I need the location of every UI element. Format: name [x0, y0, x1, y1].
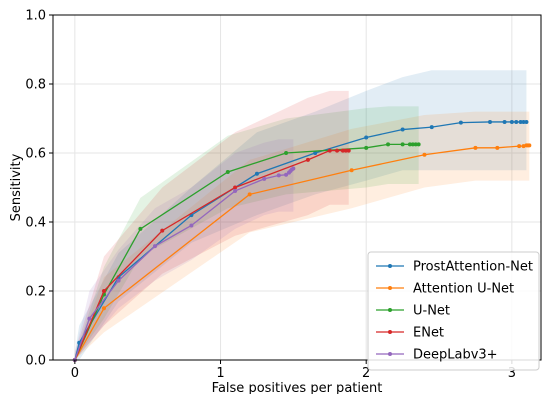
y-tick-label: 0.4 — [25, 216, 46, 231]
legend-swatch-marker — [388, 308, 392, 312]
legend-swatch-marker — [388, 264, 392, 268]
data-point — [517, 144, 522, 149]
data-point — [514, 119, 519, 124]
data-point — [364, 145, 369, 150]
data-point — [327, 148, 332, 153]
data-point — [495, 145, 500, 150]
data-point — [189, 223, 194, 228]
data-point — [254, 171, 259, 176]
data-point — [413, 142, 418, 147]
data-point — [527, 143, 532, 148]
data-point — [116, 278, 121, 283]
data-point — [509, 119, 514, 124]
data-point — [458, 120, 463, 125]
confidence-band-1 — [74, 111, 530, 360]
data-point — [87, 316, 92, 321]
y-tick-label: 0.0 — [25, 354, 46, 369]
data-point — [138, 226, 143, 231]
series-lines — [72, 119, 532, 362]
data-point — [335, 148, 340, 153]
confidence-band-3 — [74, 90, 349, 361]
x-axis-label: False positives per patient — [212, 381, 383, 394]
data-point — [410, 142, 415, 147]
data-point — [502, 119, 507, 124]
data-point — [262, 176, 267, 181]
data-point — [276, 173, 281, 178]
y-tick-label: 0.8 — [25, 78, 46, 93]
legend: ProstAttention-Net Attention U-Net U-Net EN… — [367, 251, 540, 371]
data-point — [284, 151, 289, 155]
data-point — [429, 125, 434, 130]
y-tick-label: 0.2 — [25, 285, 46, 300]
legend-label: ProstAttention-Net — [413, 260, 533, 275]
legend-swatch-marker — [388, 286, 392, 290]
legend-box — [367, 251, 540, 371]
data-point — [518, 119, 523, 124]
confidence-band-2 — [74, 106, 419, 360]
legend-swatch-marker — [388, 330, 392, 334]
data-point — [416, 142, 421, 147]
legend-label: DeepLabv3+ — [413, 348, 498, 363]
data-point — [160, 228, 165, 233]
axis-ticks: 0 1 2 3 0.0 0.2 0.4 0.6 0.8 1.0 — [25, 9, 516, 382]
data-point — [400, 142, 405, 147]
legend-label: Attention U-Net — [413, 282, 514, 297]
y-tick-label: 1.0 — [25, 9, 46, 24]
data-point — [422, 152, 427, 157]
data-point — [473, 145, 478, 150]
data-point — [488, 119, 493, 124]
data-point — [521, 119, 526, 124]
data-point — [225, 169, 230, 174]
data-point — [305, 157, 310, 162]
data-point — [343, 148, 348, 153]
data-point — [340, 148, 345, 153]
x-tick-label: 0 — [71, 366, 79, 381]
data-point — [364, 135, 369, 140]
x-tick-label: 1 — [216, 366, 224, 381]
confidence-band-4 — [74, 139, 294, 360]
y-tick-label: 0.6 — [25, 147, 46, 162]
data-point — [291, 166, 296, 171]
legend-label: U-Net — [413, 304, 450, 319]
data-point — [386, 142, 391, 147]
data-point — [524, 119, 529, 124]
data-point — [152, 244, 157, 249]
data-point — [407, 142, 412, 147]
data-point — [247, 192, 252, 197]
x-tick-label: 3 — [508, 366, 516, 381]
legend-swatch-marker — [388, 352, 392, 356]
data-point — [233, 185, 238, 190]
plot-frame — [52, 14, 542, 361]
data-point — [101, 306, 106, 311]
x-tick-label: 2 — [362, 366, 370, 381]
data-point — [400, 127, 405, 132]
data-point — [349, 168, 354, 173]
y-axis-label: Sensitivity — [9, 153, 24, 221]
data-point — [313, 151, 318, 155]
data-point — [233, 188, 238, 193]
legend-label: ENet — [413, 326, 444, 341]
data-point — [346, 148, 351, 153]
data-point — [284, 172, 289, 177]
data-point — [101, 289, 106, 293]
